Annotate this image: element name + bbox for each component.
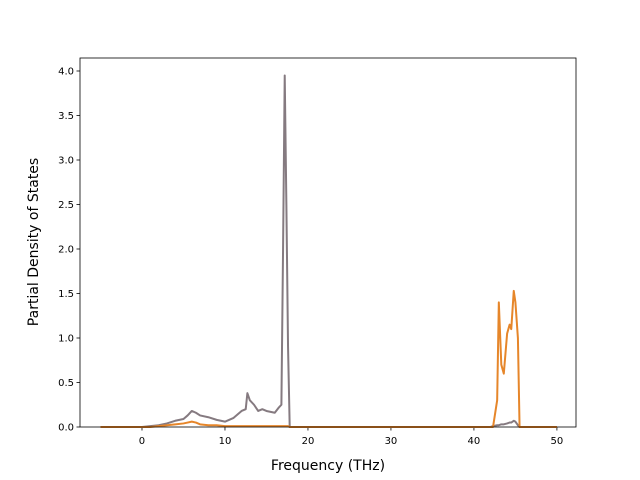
y-tick-label: 4.0 [58, 66, 74, 77]
y-tick-label: 0.5 [58, 378, 74, 389]
x-axis-label: Frequency (THz) [271, 458, 385, 474]
x-tick-label: 0 [139, 436, 145, 447]
series-line [100, 289, 557, 428]
x-tick-label: 30 [385, 436, 398, 447]
y-tick-label: 1.0 [58, 333, 74, 344]
plot-frame [79, 57, 577, 428]
y-tick-label: 2.0 [58, 244, 74, 255]
x-tick-label: 10 [219, 436, 232, 447]
series-line [100, 74, 557, 428]
y-tick-label: 1.5 [58, 289, 74, 300]
y-axis-label: Partial Density of States [26, 158, 42, 326]
x-tick-label: 50 [551, 436, 564, 447]
x-tick-label: 20 [302, 436, 315, 447]
y-tick-label: 3.0 [58, 155, 74, 166]
y-tick-label: 2.5 [58, 200, 74, 211]
y-tick-label: 3.5 [58, 111, 74, 122]
x-tick-label: 40 [468, 436, 481, 447]
y-tick-label: 0.0 [58, 423, 74, 434]
